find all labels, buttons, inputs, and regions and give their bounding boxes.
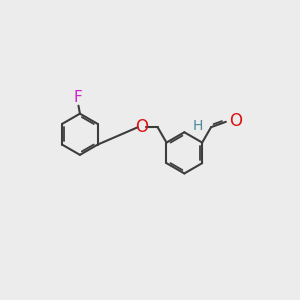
Text: F: F [73, 90, 82, 105]
Text: O: O [135, 118, 148, 136]
Text: O: O [230, 112, 242, 130]
Text: H: H [193, 119, 203, 133]
